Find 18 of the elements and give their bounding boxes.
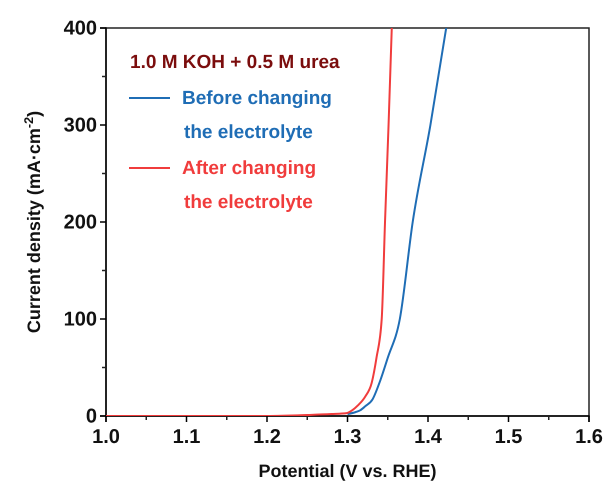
y-tick-label: 300	[64, 114, 97, 136]
x-tick-label: 1.5	[494, 426, 522, 448]
y-tick-label: 0	[86, 405, 97, 428]
x-tick-label: 1.2	[253, 426, 281, 448]
legend-label: After changing the electrolyte	[182, 158, 316, 213]
y-tick-label: 400	[64, 17, 97, 40]
line-series	[346, 28, 448, 416]
x-tick-label: 1.0	[92, 426, 120, 448]
x-axis-title: Potential (V vs. RHE)	[258, 461, 437, 481]
x-tick-label: 1.3	[334, 426, 362, 448]
x-tick-label: 1.6	[575, 426, 603, 448]
legend-title: 1.0 M KOH + 0.5 M urea	[130, 52, 340, 73]
line-series	[106, 28, 393, 416]
x-tick-label: 1.1	[172, 426, 200, 448]
x-tick-label: 1.4	[414, 426, 443, 448]
y-tick-label: 200	[64, 211, 97, 234]
y-tick-label: 100	[64, 308, 97, 330]
legend-label: Before changing the electrolyte	[182, 88, 332, 143]
